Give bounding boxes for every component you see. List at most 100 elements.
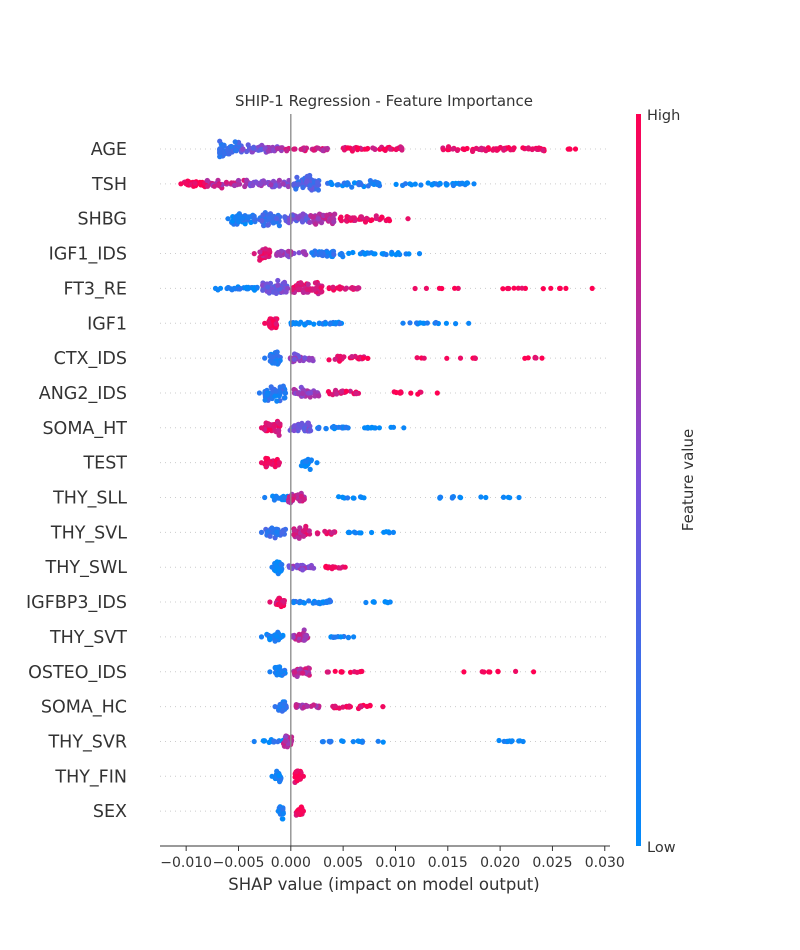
shap-dot <box>440 147 446 153</box>
shap-dot <box>295 390 301 396</box>
shap-dot <box>338 214 344 220</box>
shap-dot <box>365 183 371 189</box>
shap-dot <box>303 459 309 465</box>
shap-dot <box>433 319 439 326</box>
shap-dot <box>274 529 280 535</box>
shap-dot <box>330 634 336 641</box>
feature-row-dots <box>258 523 396 541</box>
shap-dot <box>316 320 322 326</box>
shap-dot <box>393 146 399 153</box>
feature-row-dots <box>258 455 320 472</box>
shap-dot <box>342 564 348 570</box>
shap-dot <box>250 145 256 151</box>
shap-dot <box>346 250 352 256</box>
shap-dot <box>266 289 272 295</box>
shap-dot <box>354 145 361 151</box>
shap-dot <box>355 738 361 744</box>
shap-dot <box>300 773 306 779</box>
shap-dot <box>364 146 370 152</box>
shap-dot <box>437 180 443 186</box>
shap-dot <box>478 494 484 500</box>
shap-dot <box>257 249 263 255</box>
shap-dot <box>266 739 272 746</box>
shap-dot <box>192 180 198 186</box>
shap-dot <box>265 222 271 228</box>
shap-dot <box>520 145 526 151</box>
shap-dot <box>370 145 376 151</box>
shap-dot <box>322 321 328 327</box>
shap-dot <box>421 355 427 361</box>
shap-dot <box>511 285 517 291</box>
shap-dot <box>308 457 314 463</box>
shap-dot <box>322 528 328 534</box>
shap-dot <box>280 811 286 817</box>
shap-dot <box>274 146 281 152</box>
shap-dot <box>274 495 281 501</box>
shap-dot <box>273 290 279 296</box>
shap-dot <box>262 320 268 326</box>
shap-dot <box>297 497 303 503</box>
shap-dot <box>331 251 337 258</box>
feature-row-dots <box>251 246 423 263</box>
shap-dot <box>258 634 265 640</box>
x-tick-label: 0.010 <box>375 855 415 871</box>
shap-dot <box>308 428 314 434</box>
shap-dot <box>287 216 293 222</box>
shap-dot <box>300 808 306 814</box>
shap-dot <box>276 177 282 183</box>
shap-dot <box>365 355 371 361</box>
feature-row-dots <box>262 316 472 331</box>
colorbar-high-label: High <box>647 108 680 124</box>
shap-dot <box>351 285 357 291</box>
feature-label: IGF1 <box>87 314 127 334</box>
feature-row-dots <box>212 277 595 297</box>
shap-dot <box>298 463 304 469</box>
shap-dot <box>269 564 275 570</box>
shap-dot <box>304 173 310 179</box>
shap-dot <box>272 422 278 428</box>
shap-dot <box>309 357 315 363</box>
shap-dot <box>272 393 278 399</box>
shap-dot <box>347 529 353 536</box>
shap-dot <box>276 251 282 257</box>
shap-dot <box>429 182 435 188</box>
shap-dot <box>270 220 276 226</box>
shap-dot <box>305 281 311 287</box>
shap-dot <box>242 221 248 227</box>
shap-dot <box>225 285 232 291</box>
shap-dot <box>400 320 406 326</box>
feature-label: IGFBP3_IDS <box>26 593 127 613</box>
shap-dot <box>338 634 344 640</box>
shap-dot <box>305 420 311 426</box>
shap-dot <box>461 146 467 152</box>
shap-dot <box>266 459 273 466</box>
shap-dot <box>397 390 404 396</box>
shap-dot <box>483 494 489 501</box>
x-tick-label: 0.000 <box>271 855 311 871</box>
shap-dot <box>414 355 420 361</box>
shap-dot <box>304 703 311 709</box>
shap-dot <box>245 214 251 221</box>
shap-dot <box>355 181 362 187</box>
shap-dot <box>243 181 249 187</box>
feature-label: SHBG <box>77 210 127 230</box>
feature-row-dots <box>269 559 348 577</box>
shap-dot <box>349 184 355 190</box>
shap-dot <box>327 321 333 327</box>
shap-dot <box>278 668 284 674</box>
shap-dot <box>439 285 445 292</box>
shap-dot <box>306 598 312 604</box>
shap-dot <box>272 704 278 710</box>
shap-dot <box>332 211 338 217</box>
shap-dot <box>338 388 344 394</box>
shap-dot <box>258 460 265 466</box>
shap-dot <box>334 391 340 397</box>
shap-dot <box>329 530 335 536</box>
feature-row-dots <box>217 138 579 160</box>
shap-dot <box>250 286 256 292</box>
feature-row-dots <box>178 172 477 193</box>
shap-dot <box>262 246 268 252</box>
feature-label: SOMA_HC <box>41 698 127 718</box>
shap-dot <box>294 562 300 568</box>
shap-dot <box>258 529 265 536</box>
